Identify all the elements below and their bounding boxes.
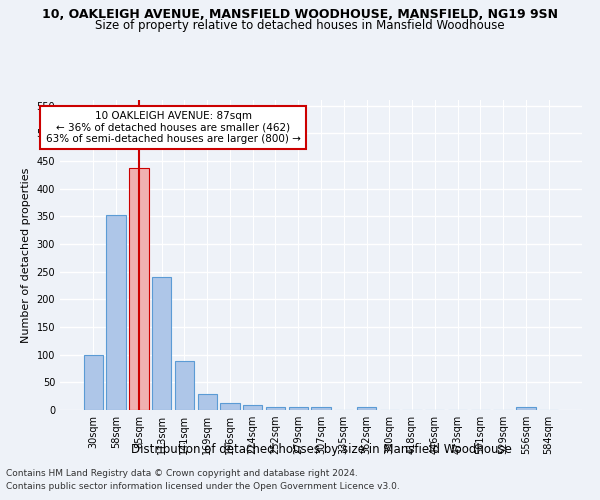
Y-axis label: Number of detached properties: Number of detached properties (21, 168, 31, 342)
Bar (243, 405, 262, 410)
Bar (129, 168, 149, 410)
Bar (84, 354, 103, 410)
Bar (516, 407, 536, 410)
Text: Contains public sector information licensed under the Open Government Licence v3: Contains public sector information licen… (6, 482, 400, 491)
Bar (311, 407, 331, 410)
Bar (289, 406, 308, 410)
Text: Distribution of detached houses by size in Mansfield Woodhouse: Distribution of detached houses by size … (131, 442, 511, 456)
Bar (266, 406, 285, 410)
Text: 10 OAKLEIGH AVENUE: 87sqm
← 36% of detached houses are smaller (462)
63% of semi: 10 OAKLEIGH AVENUE: 87sqm ← 36% of detac… (46, 111, 301, 144)
Bar (175, 362, 194, 410)
Bar (152, 276, 172, 410)
Bar (220, 403, 239, 410)
Text: Size of property relative to detached houses in Mansfield Woodhouse: Size of property relative to detached ho… (95, 18, 505, 32)
Bar (197, 394, 217, 410)
Text: 10, OAKLEIGH AVENUE, MANSFIELD WOODHOUSE, MANSFIELD, NG19 9SN: 10, OAKLEIGH AVENUE, MANSFIELD WOODHOUSE… (42, 8, 558, 20)
Text: Contains HM Land Registry data © Crown copyright and database right 2024.: Contains HM Land Registry data © Crown c… (6, 468, 358, 477)
Bar (357, 407, 376, 410)
Bar (106, 215, 126, 410)
